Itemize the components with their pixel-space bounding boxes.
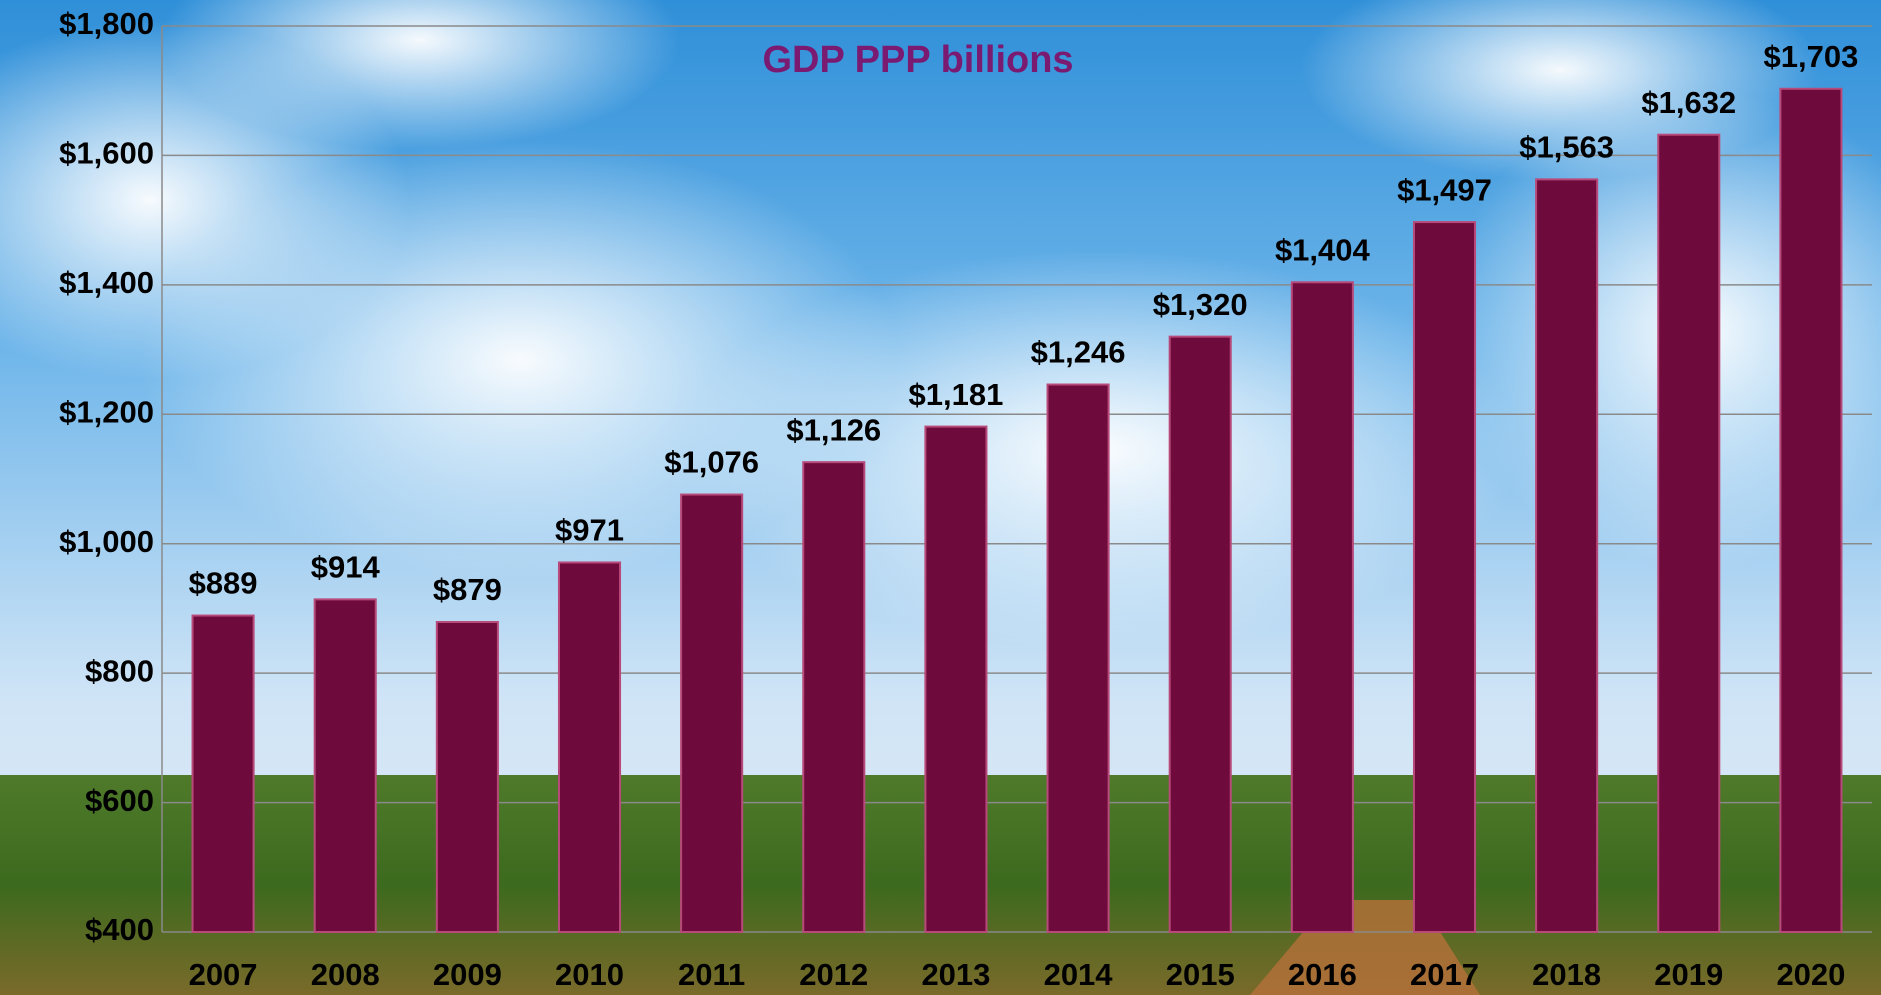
value-label: $1,703 [1764, 39, 1859, 74]
x-tick-label: 2018 [1532, 957, 1601, 992]
y-tick-label: $1,600 [59, 136, 154, 171]
y-tick-label: $1,200 [59, 394, 154, 429]
value-label: $971 [555, 513, 624, 548]
bar [1414, 222, 1475, 932]
bar [315, 599, 376, 932]
value-label: $1,320 [1153, 287, 1248, 322]
y-tick-label: $1,800 [59, 6, 154, 41]
bar [437, 622, 498, 932]
y-tick-label: $1,000 [59, 524, 154, 559]
value-label: $889 [189, 566, 258, 601]
x-tick-label: 2011 [678, 957, 745, 992]
bar [925, 427, 986, 932]
value-label: $1,497 [1397, 172, 1492, 207]
value-label: $879 [433, 572, 502, 607]
bar [1170, 337, 1231, 932]
value-label: $1,076 [664, 445, 759, 480]
bar [681, 495, 742, 932]
value-label: $1,126 [786, 412, 881, 447]
bar [559, 562, 620, 932]
x-tick-label: 2017 [1410, 957, 1479, 992]
x-tick-label: 2016 [1288, 957, 1357, 992]
y-tick-label: $600 [85, 783, 154, 818]
x-tick-label: 2020 [1776, 957, 1845, 992]
value-label: $1,632 [1641, 85, 1736, 120]
bar [1780, 89, 1841, 932]
bar [1536, 179, 1597, 932]
y-tick-label: $800 [85, 653, 154, 688]
x-tick-label: 2012 [799, 957, 868, 992]
page: GDP PPP billions $400 $600 $800 $1,000 $1,20… [0, 0, 1881, 995]
x-tick-label: 2019 [1654, 957, 1723, 992]
x-tick-label: 2013 [921, 957, 990, 992]
y-tick-label: $400 [85, 912, 154, 947]
x-tick-label: 2009 [433, 957, 502, 992]
value-label: $914 [311, 550, 381, 585]
value-label: $1,404 [1275, 232, 1371, 267]
x-tick-label: 2015 [1166, 957, 1235, 992]
x-tick-label: 2014 [1044, 957, 1114, 992]
chart: GDP PPP billions $400 $600 $800 $1,000 $1,20… [0, 0, 1881, 995]
bar [1048, 385, 1109, 932]
bar [1292, 282, 1353, 932]
value-label: $1,563 [1519, 130, 1614, 165]
bar [1658, 135, 1719, 932]
x-tick-label: 2010 [555, 957, 624, 992]
y-tick-label: $1,400 [59, 265, 154, 300]
x-tick-label: 2008 [311, 957, 380, 992]
chart-title: GDP PPP billions [762, 39, 1073, 81]
x-tick-label: 2007 [189, 957, 258, 992]
value-label: $1,246 [1031, 335, 1126, 370]
value-label: $1,181 [909, 377, 1004, 412]
bar [193, 616, 254, 932]
bar [803, 462, 864, 932]
